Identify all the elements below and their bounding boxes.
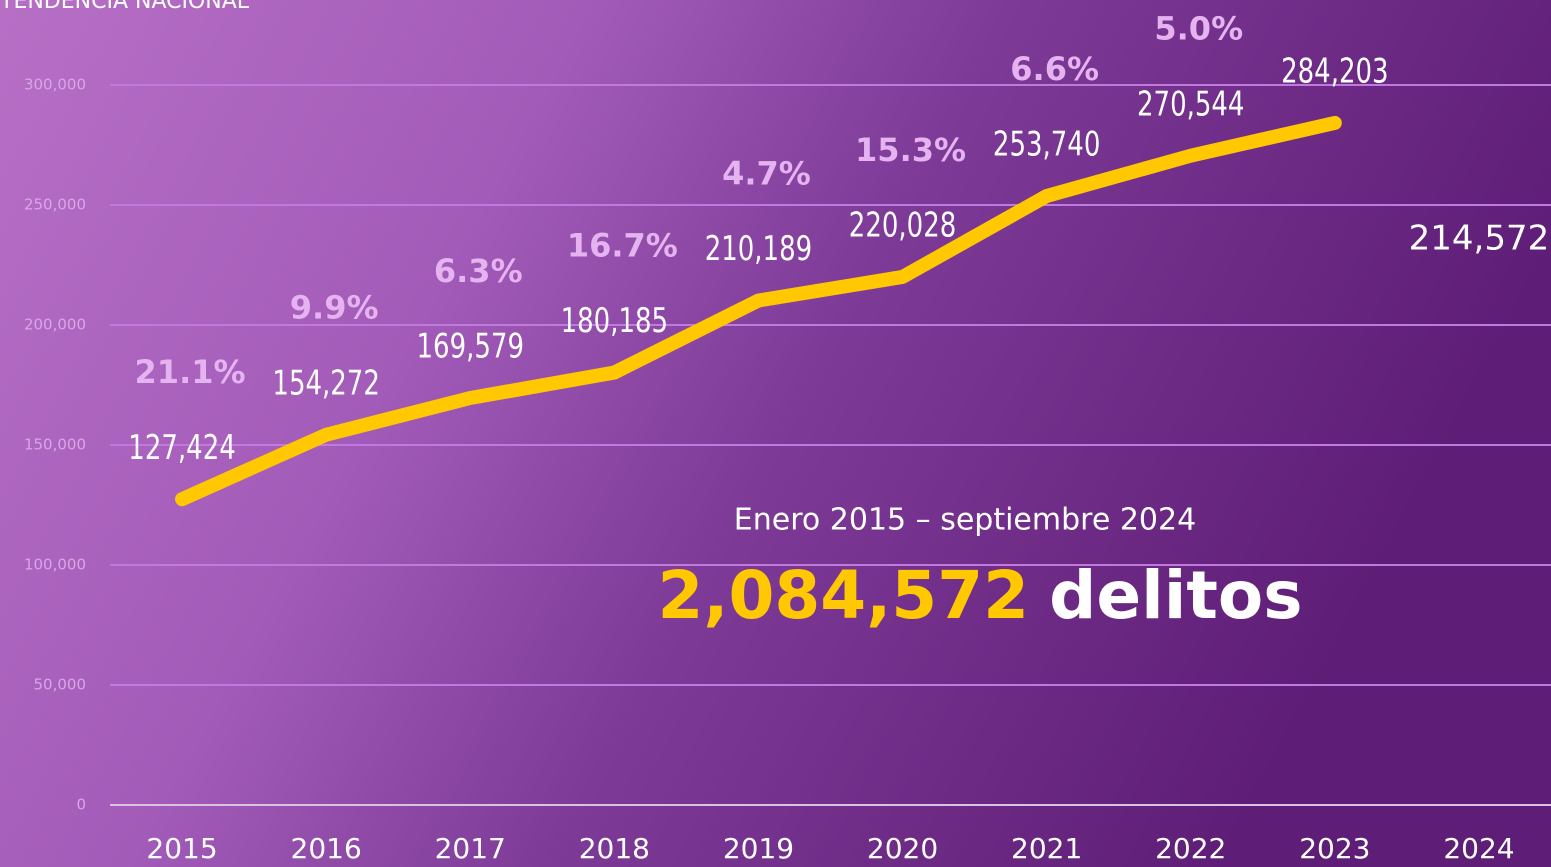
partial-label: 214,572 xyxy=(1409,219,1550,259)
x-tick-label: 2021 xyxy=(1011,832,1082,865)
chart-title: TENDENCIA NACIONAL xyxy=(0,0,250,14)
x-tick-label: 2016 xyxy=(291,832,362,865)
value-label: 284,203 xyxy=(1281,52,1388,91)
value-label: 180,185 xyxy=(561,302,668,341)
line xyxy=(175,115,1342,507)
value-label: 270,544 xyxy=(1137,85,1244,124)
y-tick-label: 100,000 xyxy=(24,556,86,574)
total-unit: delitos xyxy=(1049,557,1302,634)
value-label: 169,579 xyxy=(417,328,524,367)
growth-label: 15.3% xyxy=(855,131,966,169)
x-tick-label: 2017 xyxy=(435,832,506,865)
growth-label: 4.7% xyxy=(722,155,811,193)
y-tick-label: 150,000 xyxy=(24,436,86,454)
x-tick-label: 2023 xyxy=(1299,832,1370,865)
growth-label: 16.7% xyxy=(567,227,678,265)
value-label: 127,424 xyxy=(128,429,235,468)
x-tick-label: 2019 xyxy=(723,832,794,865)
x-tick-label: 2020 xyxy=(867,832,938,865)
growth-label: 9.9% xyxy=(290,289,379,327)
value-label: 154,272 xyxy=(272,364,379,403)
x-tick-label: 2022 xyxy=(1155,832,1226,865)
total-value: 2,084,572 xyxy=(657,557,1029,634)
total: 2,084,572 delitos xyxy=(657,557,1302,634)
x-tick-label: 2024 xyxy=(1443,832,1514,865)
growth-label: 5.0% xyxy=(1154,10,1243,48)
y-tick-label: 0 xyxy=(76,796,86,814)
x-tick-label: 2018 xyxy=(579,832,650,865)
subtitle: Enero 2015 – septiembre 2024 xyxy=(734,503,1196,538)
growth-label: 21.1% xyxy=(135,353,246,391)
value-label: 210,189 xyxy=(705,230,812,269)
growth-label: 6.3% xyxy=(434,252,523,290)
y-tick-label: 250,000 xyxy=(24,196,86,214)
y-tick-label: 300,000 xyxy=(24,76,86,94)
value-label: 220,028 xyxy=(849,206,956,245)
x-tick-label: 2015 xyxy=(146,832,217,865)
y-tick-label: 50,000 xyxy=(34,676,87,694)
growth-label: 6.6% xyxy=(1010,50,1099,88)
value-label: 253,740 xyxy=(993,126,1100,165)
y-tick-label: 200,000 xyxy=(24,316,86,334)
